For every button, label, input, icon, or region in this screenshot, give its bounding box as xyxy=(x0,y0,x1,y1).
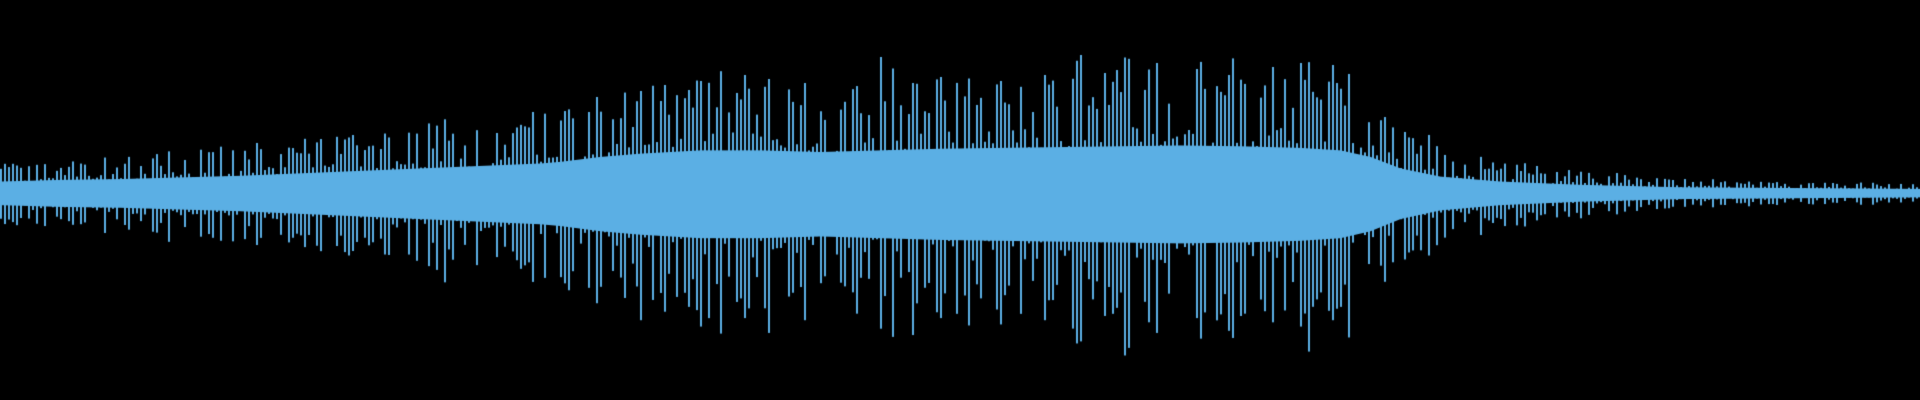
waveform-viewer[interactable] xyxy=(0,0,1920,400)
waveform-canvas[interactable] xyxy=(0,0,1920,400)
